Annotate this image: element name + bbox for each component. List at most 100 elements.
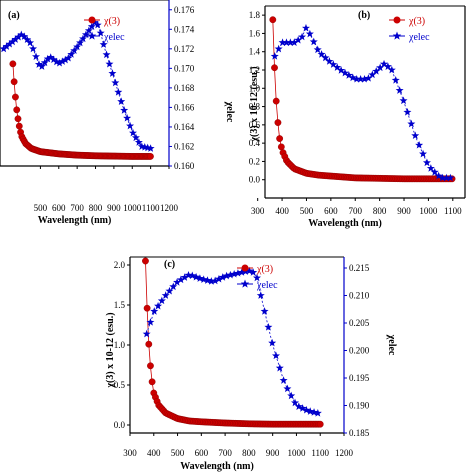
data-point-star	[207, 277, 216, 285]
data-point-star	[142, 329, 151, 338]
data-point-star	[272, 351, 280, 360]
y-tick-label: 1.8	[249, 10, 261, 20]
x-tick-label: 1000	[287, 448, 306, 458]
data-point-star	[237, 268, 246, 276]
data-point-star	[302, 405, 311, 414]
data-point-star	[222, 271, 231, 280]
chart-panel-1: 500 600 700 800 900 1000 1100 1200 Wavelength (n…	[0, 0, 235, 226]
data-point-star	[131, 133, 140, 142]
data-point-star	[55, 58, 64, 67]
x-tick-label: 500	[171, 448, 185, 458]
data-point-sphere	[271, 64, 278, 72]
plot-area	[0, 18, 155, 160]
data-point-star	[278, 38, 287, 46]
data-point-star	[52, 57, 61, 66]
data-point-star	[126, 121, 135, 130]
data-point-star	[233, 269, 242, 277]
data-point-star	[387, 65, 396, 74]
series-chi3	[269, 16, 456, 183]
data-point-star	[275, 363, 284, 372]
data-point-star	[120, 106, 129, 114]
data-point-star	[123, 113, 132, 122]
data-point-star	[442, 173, 451, 182]
data-point-star	[309, 37, 318, 46]
series-line	[272, 19, 453, 180]
data-point-star	[29, 44, 38, 53]
x-tick-label: 500	[34, 203, 48, 213]
x-tick-label: 500	[300, 206, 314, 216]
x-tick-label: 1100	[444, 206, 462, 216]
chart-panel-3: 300 400 500 600 700 800 900 1000 1100 1200 Wavelen…	[105, 256, 397, 472]
x-tick-label: 1100	[311, 448, 329, 458]
data-point-star	[70, 46, 79, 55]
x-tick-label: 900	[107, 203, 121, 213]
x-tick-label: 600	[195, 448, 209, 458]
x-tick-label: 800	[242, 448, 256, 458]
y2-tick-label: 0.215	[349, 263, 370, 273]
x-tick-label: 900	[266, 448, 280, 458]
x-tick-label: 1000	[123, 203, 142, 213]
data-point-star	[192, 272, 201, 281]
data-point-star	[102, 50, 111, 59]
data-point-star	[214, 274, 223, 283]
panel-label: (c)	[164, 259, 175, 270]
data-point-star	[32, 52, 40, 61]
data-point-star	[180, 273, 189, 281]
data-point-star	[157, 296, 166, 305]
data-point-star	[96, 28, 105, 37]
data-point-star	[383, 62, 392, 70]
data-point-star	[264, 322, 273, 331]
data-point-star	[260, 307, 269, 315]
data-point-star	[11, 35, 20, 43]
panel-label: (b)	[358, 10, 370, 21]
data-point-star	[360, 74, 369, 83]
data-point-star	[430, 167, 439, 176]
series-chi3	[9, 60, 154, 160]
series-line	[146, 270, 318, 414]
y2-tick-label: 0.160	[174, 161, 195, 171]
legend: χ(3) χelec	[84, 16, 125, 43]
data-point-star	[79, 34, 88, 43]
x-tick-label: 800	[89, 203, 103, 213]
data-point-star	[411, 131, 420, 140]
data-point-sphere	[272, 97, 280, 105]
data-point-star	[8, 37, 17, 46]
data-point-star	[313, 409, 322, 417]
data-point-star	[111, 78, 120, 87]
y-axis-label-right: χelec	[386, 334, 397, 356]
data-point-star	[0, 44, 8, 53]
legend-label-chi-elec: χelec	[408, 32, 430, 43]
data-point-star	[372, 67, 381, 75]
y2-tick-label: 0.174	[174, 24, 195, 34]
x-axis-label: Wavelength (nm)	[308, 218, 382, 229]
data-point-star	[188, 271, 197, 280]
y-tick-label: 0.0	[249, 175, 261, 185]
data-point-star	[93, 20, 102, 29]
legend-marker-chi3	[88, 16, 96, 24]
y-tick-label: 1.0	[249, 83, 261, 93]
y2-tick-label: 0.172	[174, 44, 194, 54]
data-point-star	[173, 278, 182, 286]
data-point-star	[84, 26, 93, 35]
y-tick-label: 1.5	[114, 300, 126, 310]
y-tick-label: 1.0	[114, 340, 126, 350]
x-tick-label: 400	[147, 448, 161, 458]
legend-label-chi3: χ(3)	[256, 264, 273, 275]
plot-area	[269, 16, 456, 183]
legend-label-chi-elec: χelec	[256, 280, 278, 291]
data-point-star	[422, 158, 431, 167]
data-point-star	[282, 38, 291, 46]
x-tick-label: 400	[275, 206, 289, 216]
data-point-star	[64, 53, 73, 62]
data-point-star	[114, 87, 123, 96]
data-point-star	[290, 38, 299, 46]
data-point-star	[81, 30, 90, 39]
data-point-sphere	[145, 340, 153, 348]
data-point-star	[2, 42, 11, 50]
data-point-star	[105, 59, 114, 68]
data-point-star	[407, 119, 416, 128]
data-point-star	[146, 144, 155, 152]
data-point-star	[274, 44, 283, 53]
y2-tick-label: 0.195	[349, 373, 370, 383]
data-point-star	[403, 108, 412, 116]
